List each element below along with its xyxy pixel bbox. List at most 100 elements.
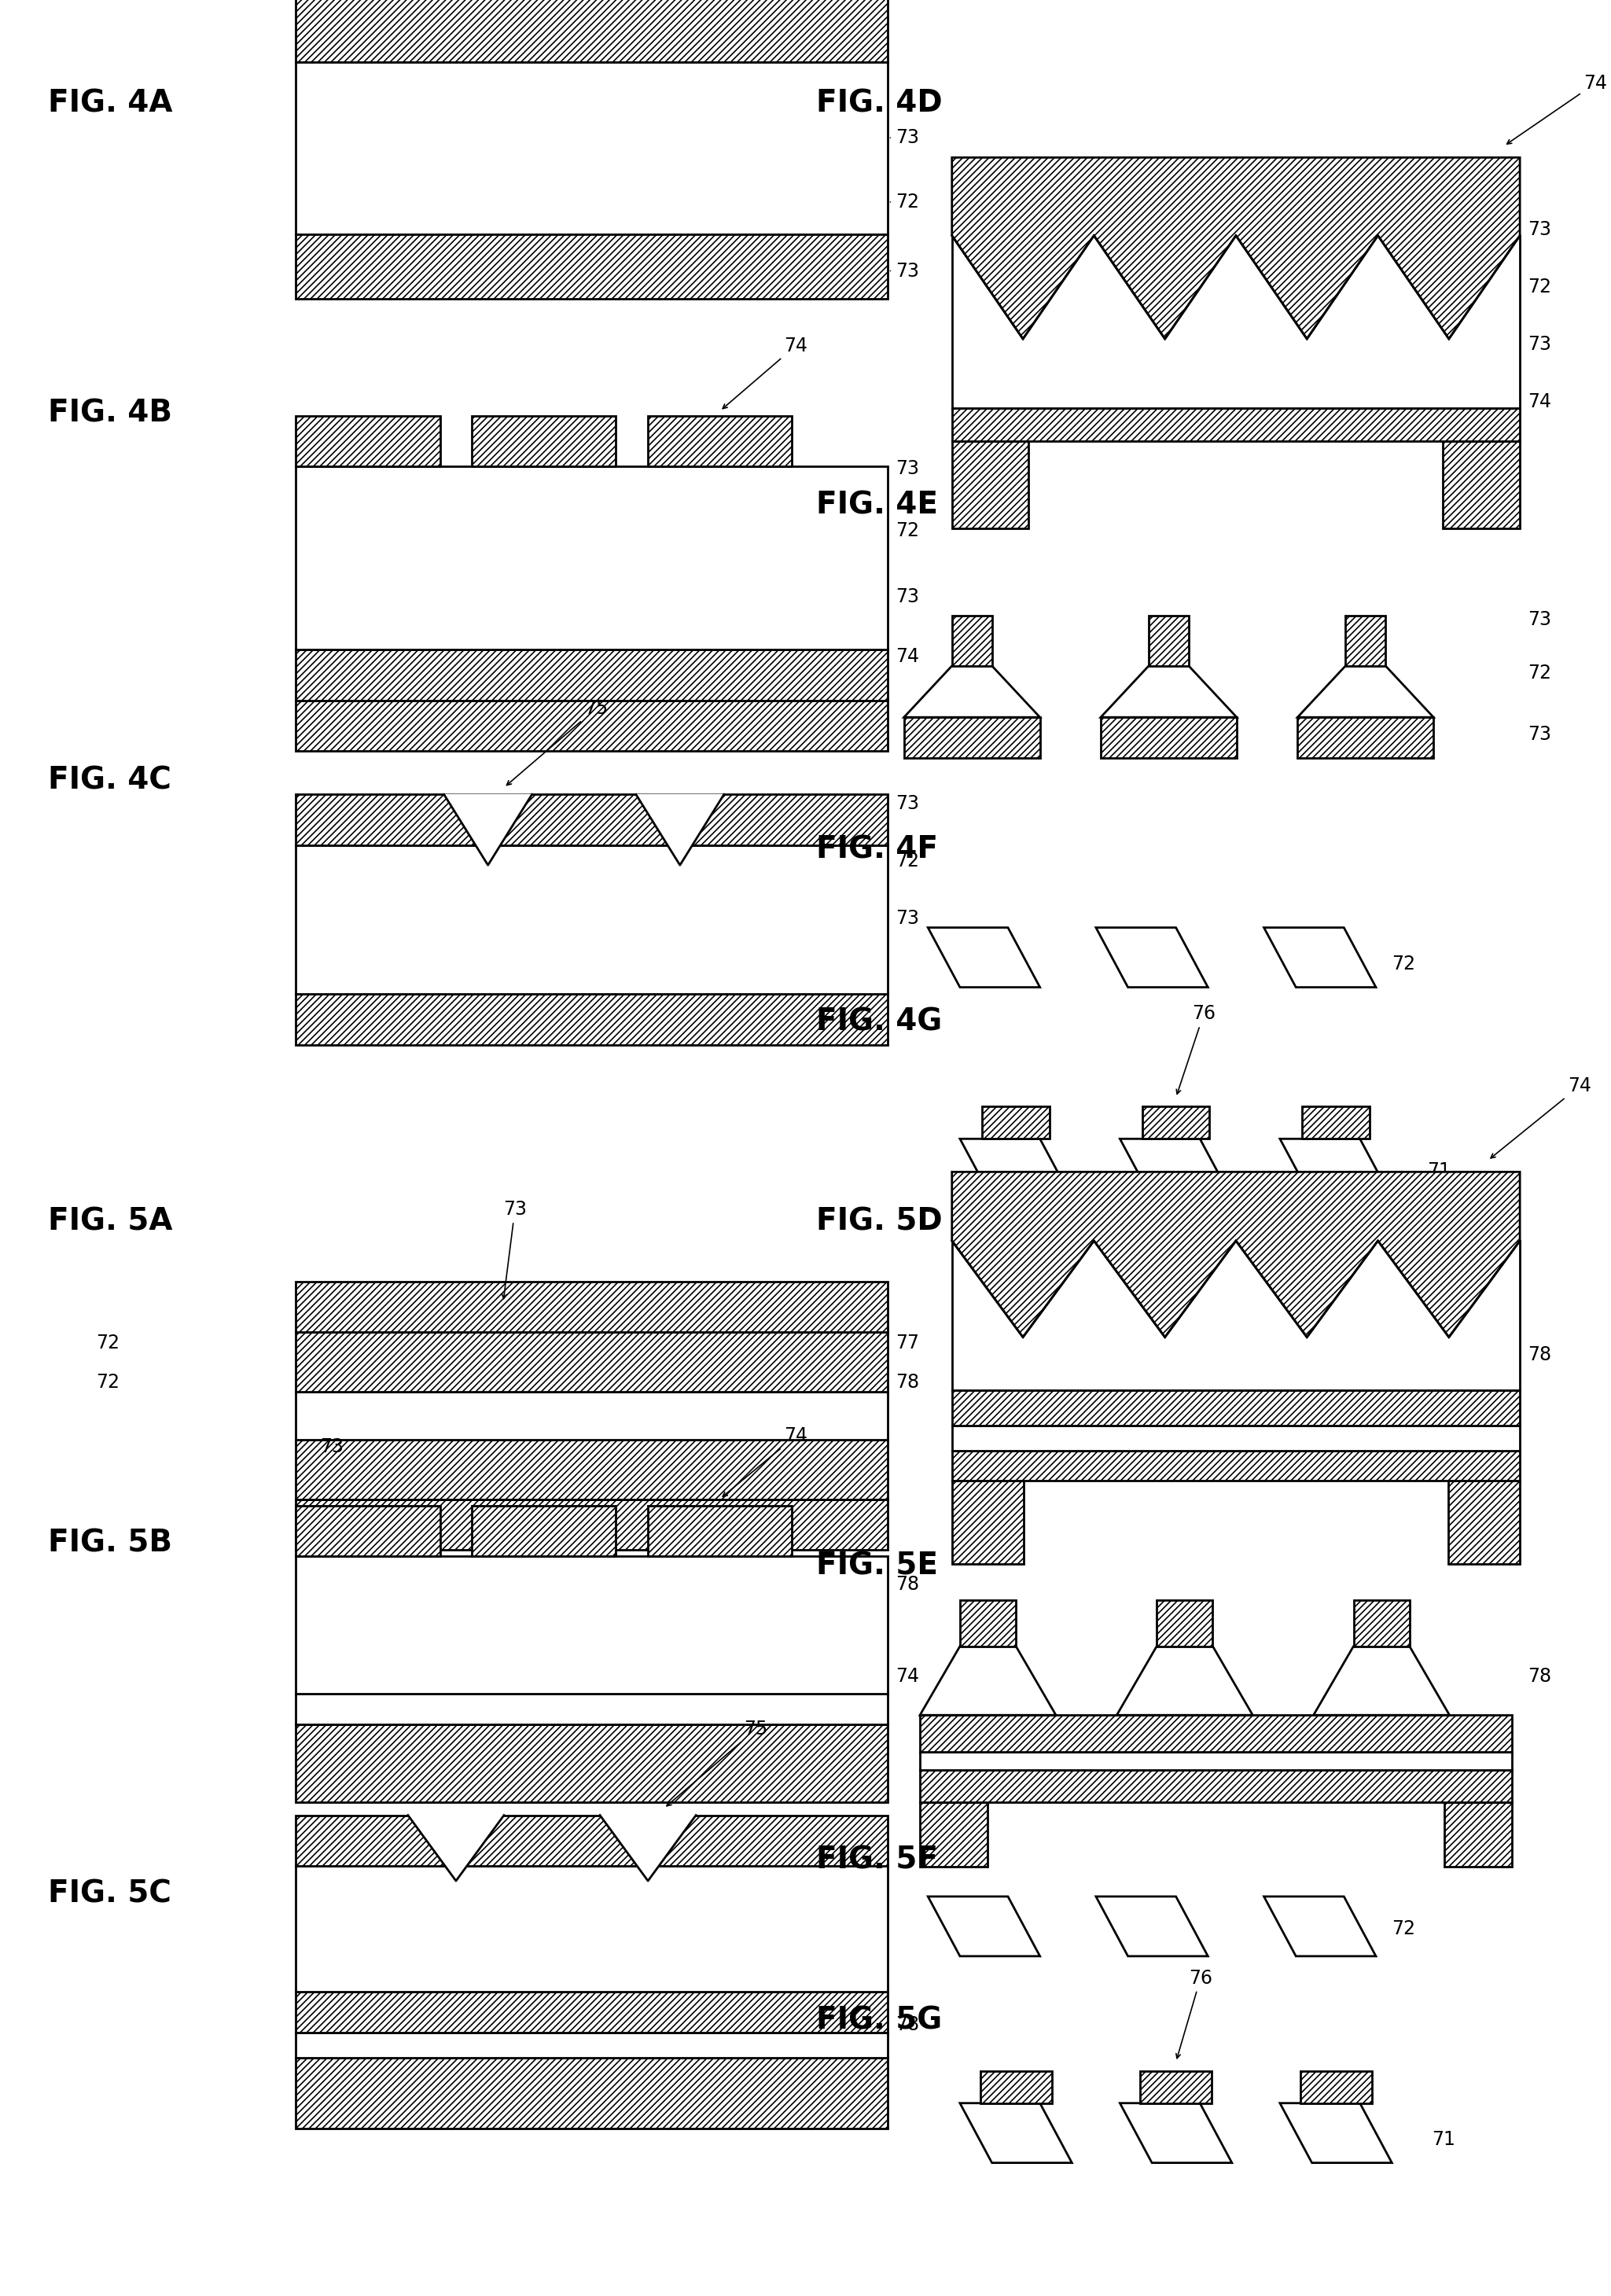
Polygon shape [1116,1646,1253,1715]
Polygon shape [1095,1896,1208,1956]
Bar [296,650,888,700]
Bar [920,1715,1511,1752]
Text: 74: 74 [1490,1077,1592,1157]
Bar [296,466,888,650]
Text: FIG. 5D: FIG. 5D [815,1205,942,1238]
Polygon shape [1265,1896,1376,1956]
Bar [472,1506,615,1557]
Text: 72: 72 [97,1334,119,1352]
Bar [296,1499,888,1550]
Text: 72: 72 [896,193,920,211]
Text: 77: 77 [896,1334,920,1352]
Text: 72: 72 [1392,955,1416,974]
Bar [952,1451,1519,1481]
Text: 73: 73 [1527,220,1551,239]
Text: 72: 72 [1392,1919,1416,1938]
Bar [920,1770,1511,1802]
Text: 74: 74 [723,335,807,409]
Bar [296,1694,888,1724]
Bar [1149,615,1189,666]
Text: 74: 74 [723,1426,807,1497]
Text: FIG. 4B: FIG. 4B [48,397,172,429]
Text: 75: 75 [507,698,607,785]
Text: 78: 78 [896,1575,920,1593]
Text: 73: 73 [1527,611,1551,629]
Bar [296,1332,888,1391]
Text: 75: 75 [667,1720,768,1807]
Bar [296,1281,888,1332]
Text: 72: 72 [1527,278,1551,296]
Text: FIG. 4G: FIG. 4G [815,1006,942,1038]
Text: 71: 71 [1432,2131,1455,2149]
Bar [296,416,440,466]
Text: 73: 73 [321,1437,343,1456]
Text: 76: 76 [1176,1003,1216,1093]
Bar [648,416,793,466]
Bar [296,845,888,994]
Text: FIG. 5A: FIG. 5A [48,1205,172,1238]
Text: 73: 73 [896,909,920,928]
Polygon shape [952,1171,1519,1336]
Text: 74: 74 [896,1667,920,1685]
Text: 74: 74 [896,647,920,666]
Text: 72: 72 [1527,664,1551,682]
Bar [296,2057,888,2128]
Polygon shape [960,1139,1071,1199]
Bar [296,2032,888,2057]
Bar [952,1426,1519,1451]
Text: 73: 73 [503,1201,527,1300]
Polygon shape [1279,1139,1392,1199]
Polygon shape [920,1646,1055,1715]
Polygon shape [1313,1646,1450,1715]
Text: 73: 73 [896,262,920,280]
Bar [296,1440,888,1499]
Polygon shape [1100,666,1237,716]
Text: 78: 78 [1527,1345,1551,1364]
Bar [1443,441,1519,528]
Bar [1297,716,1434,758]
Text: 73: 73 [896,129,920,147]
Polygon shape [928,1896,1041,1956]
Bar [296,994,888,1045]
Polygon shape [1279,2103,1392,2163]
Polygon shape [928,928,1041,987]
Bar [952,409,1519,441]
Text: 73: 73 [896,459,920,478]
Text: 78: 78 [1527,1667,1551,1685]
Bar [296,1391,888,1440]
Polygon shape [904,666,1041,716]
Text: 73: 73 [1527,335,1551,354]
Text: FIG. 5F: FIG. 5F [815,1844,938,1876]
Bar [1345,615,1385,666]
Bar [296,1867,888,1993]
Text: 74: 74 [1527,393,1551,411]
Bar [296,1506,440,1557]
Bar [296,700,888,751]
Text: FIG. 5B: FIG. 5B [48,1527,172,1559]
Bar [1445,1802,1511,1867]
Text: 76: 76 [1176,1968,1213,2057]
Bar [296,1816,888,1867]
Bar [1353,1600,1410,1646]
Bar [920,1802,988,1867]
Text: 72: 72 [896,852,920,870]
Bar [296,234,888,298]
Polygon shape [636,794,723,866]
Text: FIG. 4C: FIG. 4C [48,765,171,797]
Bar [296,1993,888,2032]
Bar [472,416,615,466]
Text: 78: 78 [896,1373,920,1391]
Bar [960,1600,1017,1646]
Bar [296,62,888,234]
Bar [1157,1600,1213,1646]
Polygon shape [952,158,1519,340]
Polygon shape [408,1816,504,1880]
Bar [296,0,888,62]
Text: 73: 73 [1527,726,1551,744]
Bar [952,1240,1519,1389]
Bar [983,1107,1049,1139]
Text: 74: 74 [1506,73,1608,145]
Polygon shape [1120,1139,1232,1199]
Text: 73: 73 [896,588,920,606]
Polygon shape [445,794,532,866]
